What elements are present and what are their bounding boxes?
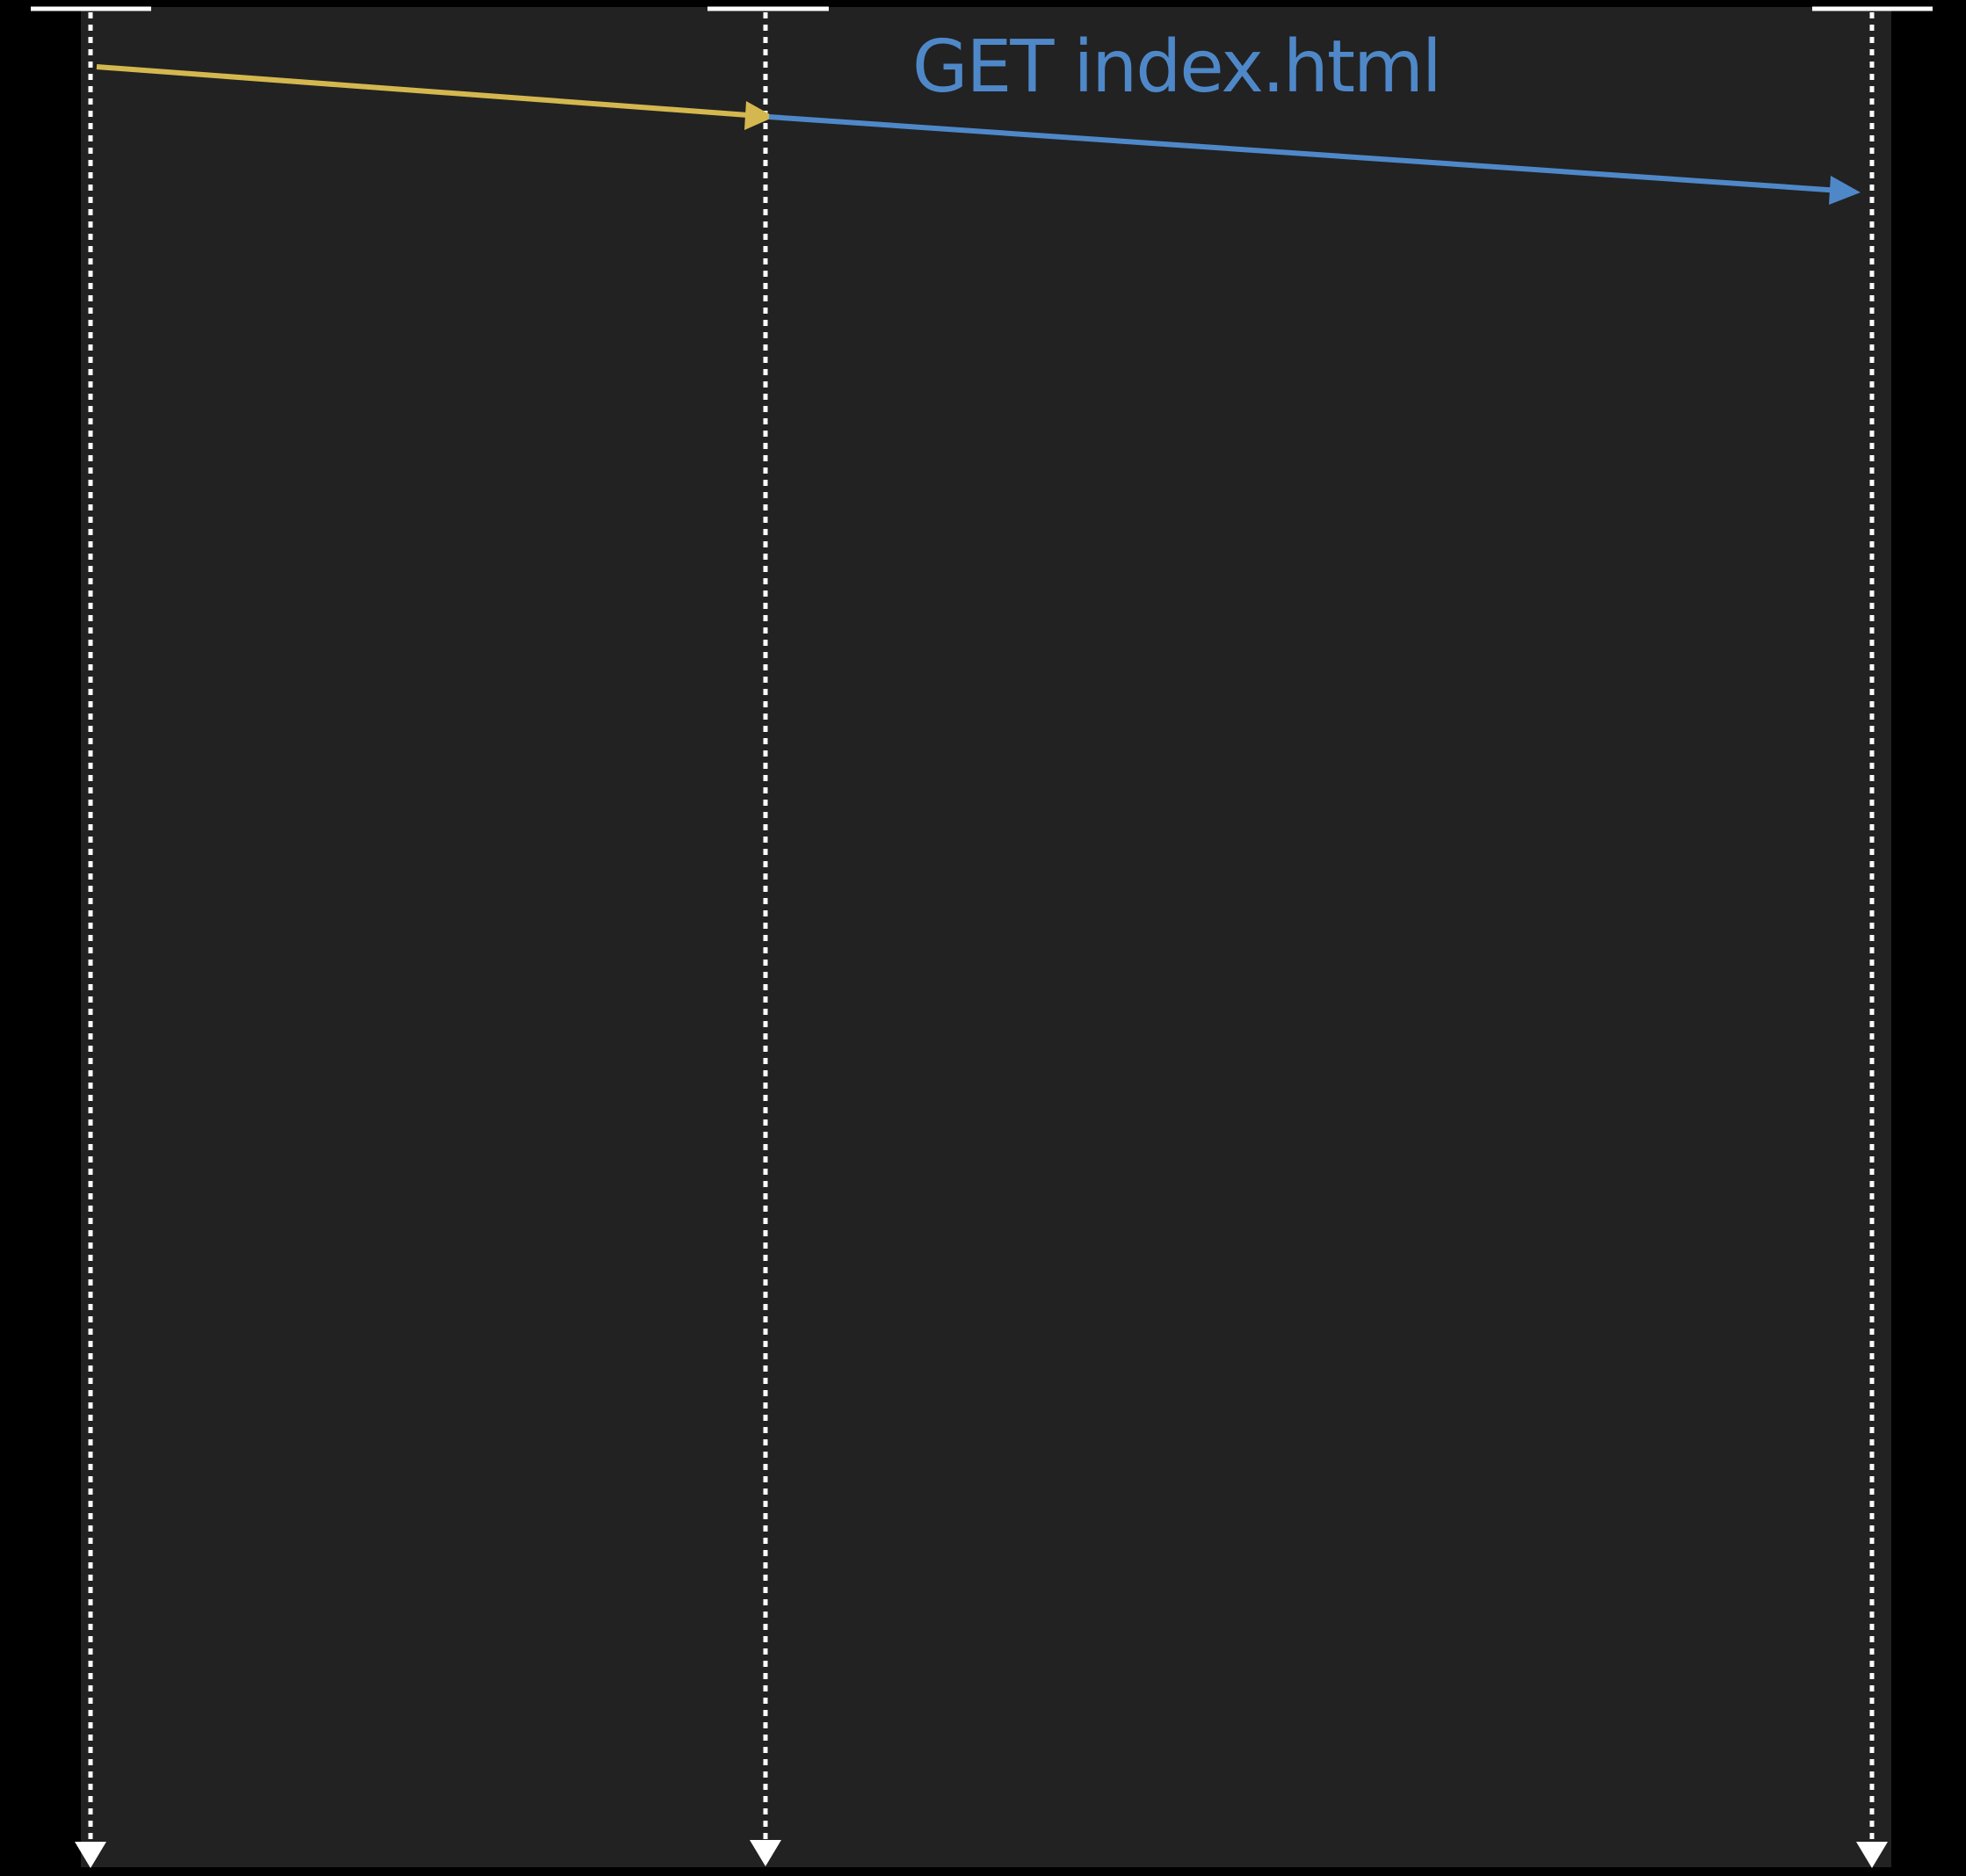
message-2: GET index.html: [768, 25, 1861, 205]
message-1-arrowhead: [744, 101, 774, 130]
lifeline-1-arrowhead: [75, 1842, 106, 1868]
lifeline-2: [707, 6, 829, 1866]
lifeline-3: [1812, 6, 1933, 1868]
message-2-line: [768, 114, 1841, 193]
lifeline-1: [31, 6, 151, 1868]
diagram-panel: [81, 7, 1891, 1867]
lifeline-2-arrowhead: [750, 1840, 781, 1866]
message-2-label: GET index.html: [912, 25, 1440, 109]
message-2-arrowhead: [1829, 176, 1861, 205]
message-1-line: [96, 64, 749, 118]
message-1: [96, 64, 774, 130]
lifeline-3-arrowhead: [1856, 1842, 1888, 1868]
